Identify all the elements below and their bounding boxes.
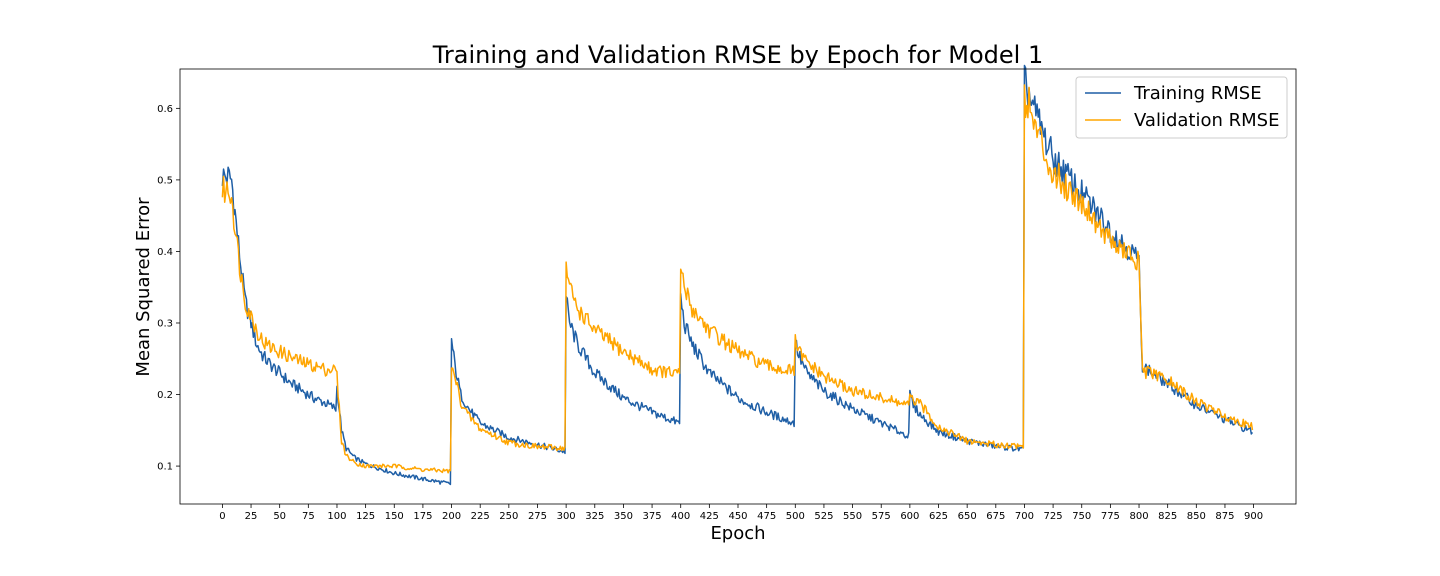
x-tick-label: 150	[385, 511, 404, 522]
x-tick-label: 900	[1244, 511, 1263, 522]
x-tick-label: 850	[1187, 511, 1206, 522]
x-tick-label: 175	[413, 511, 432, 522]
x-tick-label: 875	[1215, 511, 1234, 522]
x-tick-label: 75	[302, 511, 315, 522]
x-tick-label: 275	[528, 511, 547, 522]
plot-area: 0 25 50 75 100 125 150 175 200 225 250 275 300 325 350…	[157, 64, 1297, 522]
x-tick-label: 825	[1158, 511, 1177, 522]
x-tick-label: 375	[643, 511, 662, 522]
x-tick-label: 525	[814, 511, 833, 522]
legend: Training RMSE Validation RMSE	[1075, 76, 1288, 139]
y-axis-title: Mean Squared Error	[133, 197, 154, 377]
y-tick-label: 0.2	[157, 390, 173, 401]
x-tick-label: 800	[1129, 511, 1148, 522]
y-tick-label: 0.1	[157, 462, 173, 473]
x-tick-label: 600	[900, 511, 919, 522]
x-tick-label: 650	[958, 511, 977, 522]
chart-title: Training and Validation RMSE by Epoch fo…	[432, 41, 1043, 69]
y-tick-label: 0.4	[157, 247, 173, 258]
legend-label-1: Training RMSE	[1133, 83, 1262, 104]
x-tick-label: 350	[614, 511, 633, 522]
x-tick-label: 300	[557, 511, 576, 522]
x-axis-title: Epoch	[710, 523, 765, 544]
x-tick-label: 425	[700, 511, 719, 522]
x-tick-label: 475	[757, 511, 776, 522]
x-tick-label: 100	[327, 511, 346, 522]
x-tick-label: 50	[273, 511, 286, 522]
x-tick-label: 700	[1015, 511, 1034, 522]
x-tick-label: 575	[872, 511, 891, 522]
x-tick-label: 225	[471, 511, 490, 522]
x-tick-label: 0	[219, 511, 225, 522]
x-tick-label: 250	[499, 511, 518, 522]
x-tick-label: 775	[1101, 511, 1120, 522]
y-tick-label: 0.6	[157, 104, 173, 115]
legend-label-2: Validation RMSE	[1134, 110, 1279, 131]
x-tick-label: 750	[1072, 511, 1091, 522]
series-line-2	[221, 84, 1254, 474]
x-tick-label: 725	[1044, 511, 1063, 522]
x-tick-label: 500	[786, 511, 805, 522]
y-tick-label: 0.5	[157, 175, 173, 186]
x-tick-label: 550	[843, 511, 862, 522]
x-tick-label: 450	[728, 511, 747, 522]
x-tick-label: 125	[356, 511, 375, 522]
x-tick-label: 200	[442, 511, 461, 522]
x-tick-label: 675	[986, 511, 1005, 522]
x-tick-label: 400	[671, 511, 690, 522]
x-tick-label: 325	[585, 511, 604, 522]
y-tick-label: 0.3	[157, 318, 173, 329]
x-tick-label: 625	[929, 511, 948, 522]
x-tick-label: 25	[245, 511, 258, 522]
legend-box	[1075, 76, 1288, 139]
